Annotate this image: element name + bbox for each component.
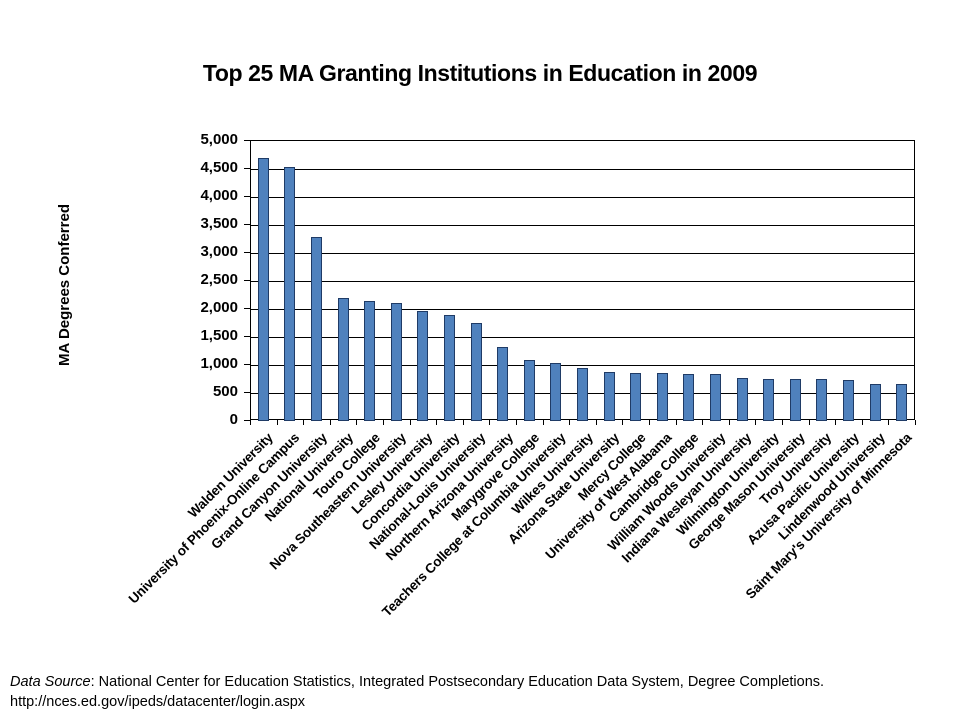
gridline [251,309,914,310]
x-axis-tick [330,420,331,425]
x-axis-tick [569,420,570,425]
y-axis-tick [244,252,250,253]
gridline [251,225,914,226]
gridline [251,337,914,338]
data-source-url: http://nces.ed.gov/ipeds/datacenter/logi… [10,693,306,710]
y-axis-tick [244,196,250,197]
y-axis-tick [244,420,250,421]
y-axis-tick [244,168,250,169]
y-axis-tick [244,280,250,281]
y-tick-label: 500 [212,383,238,400]
y-tick-label: 5,000 [200,131,238,148]
bar-18 [710,374,721,421]
x-axis-tick [729,420,730,425]
bar-10 [497,347,508,421]
gridline [251,281,914,282]
bar-12 [550,363,561,421]
gridline [251,197,914,198]
y-tick-label: 3,500 [200,215,238,232]
y-axis-tick [244,392,250,393]
data-source-line: Data Source: National Center for Educati… [10,673,950,693]
gridline [251,253,914,254]
bar-22 [816,379,827,421]
x-axis-tick [702,420,703,425]
y-tick-label: 2,500 [200,271,238,288]
x-axis-tick [463,420,464,425]
bar-4 [338,298,349,421]
bar-25 [896,384,907,421]
x-axis-tick [410,420,411,425]
bar-7 [417,311,428,421]
bar-6 [391,303,402,421]
bar-2 [284,167,295,421]
y-tick-label: 2,000 [200,299,238,316]
x-axis-tick [436,420,437,425]
x-axis-tick [888,420,889,425]
x-axis-tick [489,420,490,425]
x-axis-tick [755,420,756,425]
y-axis-tick [244,364,250,365]
data-source-note: Data Source: National Center for Educati… [10,673,950,712]
x-axis-tick [862,420,863,425]
y-tick-label: 4,500 [200,159,238,176]
y-tick-label: 0 [229,411,238,428]
bar-24 [870,384,881,421]
x-axis-tick [303,420,304,425]
bar-11 [524,360,535,421]
x-axis-tick [250,420,251,425]
bar-19 [737,378,748,421]
data-source-label: Data Source [10,674,91,690]
bar-14 [604,372,615,421]
data-source-text: : National Center for Education Statisti… [90,674,825,690]
y-tick-label: 1,000 [200,355,238,372]
x-axis-tick [356,420,357,425]
x-axis-tick [516,420,517,425]
bar-9 [471,323,482,421]
x-axis-tick [809,420,810,425]
x-axis-tick [543,420,544,425]
x-axis-tick [782,420,783,425]
x-axis-tick [915,420,916,425]
y-axis-tick [244,336,250,337]
y-axis-tick [244,308,250,309]
y-tick-label: 4,000 [200,187,238,204]
x-axis-tick [676,420,677,425]
gridline [251,169,914,170]
x-axis-tick [622,420,623,425]
y-axis-title: MA Degrees Conferred [56,204,73,366]
bar-5 [364,301,375,421]
x-axis-tick [277,420,278,425]
bar-8 [444,315,455,421]
y-tick-label: 3,000 [200,243,238,260]
bar-15 [630,373,641,421]
x-axis-tick [649,420,650,425]
y-tick-label: 1,500 [200,327,238,344]
x-axis-tick [383,420,384,425]
bar-13 [577,368,588,421]
plot-area [250,140,915,421]
bar-23 [843,380,854,421]
bar-21 [790,379,801,421]
y-axis-tick [244,140,250,141]
gridline [251,365,914,366]
bar-16 [657,373,668,421]
bar-3 [311,237,322,421]
bar-20 [763,379,774,421]
bar-17 [683,374,694,421]
x-axis-tick [596,420,597,425]
x-axis-tick [835,420,836,425]
bar-1 [258,158,269,421]
chart-title: Top 25 MA Granting Institutions in Educa… [202,60,758,86]
y-axis-tick [244,224,250,225]
